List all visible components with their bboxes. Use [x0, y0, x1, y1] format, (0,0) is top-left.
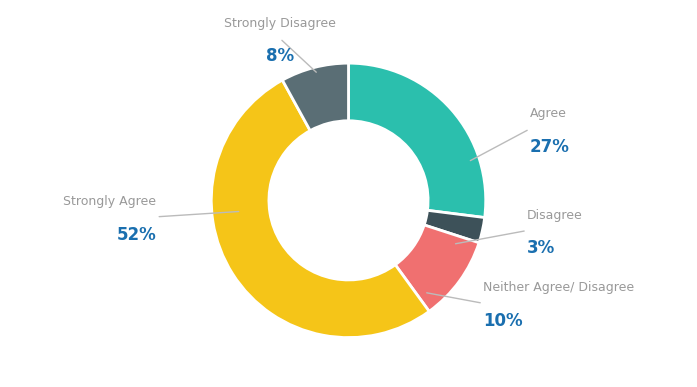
Text: Strongly Disagree: Strongly Disagree: [224, 17, 336, 29]
Text: 8%: 8%: [266, 47, 294, 65]
Text: 3%: 3%: [527, 240, 555, 257]
Text: Agree: Agree: [530, 107, 567, 120]
Wedge shape: [211, 80, 429, 337]
Text: Disagree: Disagree: [527, 209, 583, 222]
Text: 10%: 10%: [483, 312, 523, 330]
Wedge shape: [424, 211, 484, 243]
Wedge shape: [395, 225, 479, 312]
Wedge shape: [348, 63, 486, 217]
Wedge shape: [282, 63, 348, 131]
Text: Strongly Agree: Strongly Agree: [63, 195, 156, 208]
Text: 27%: 27%: [530, 138, 569, 156]
Text: Neither Agree/ Disagree: Neither Agree/ Disagree: [483, 281, 634, 295]
Text: 52%: 52%: [116, 226, 156, 244]
